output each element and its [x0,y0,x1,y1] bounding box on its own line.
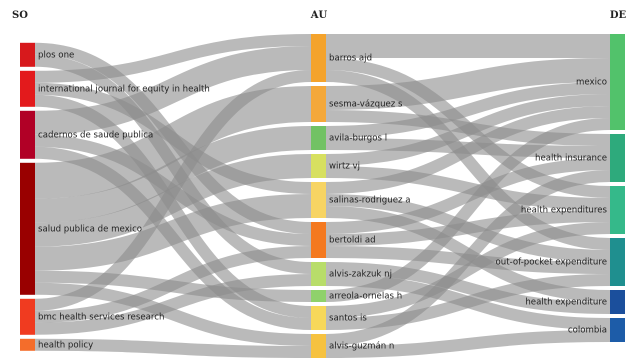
node-label-alvisz: alvis-zakzuk nj [329,270,392,280]
link-csp-to-barros [34,46,312,135]
node-label-sesma: sesma-vázquez s [329,100,403,110]
link-arreola-to-mexico [325,118,611,302]
link-ijeh-to-barros [34,34,312,83]
link-spm-to-avila [34,126,312,223]
node-label-bertoldi: bertoldi ad [329,236,376,246]
node-santos[interactable] [311,306,326,330]
node-mexico[interactable] [610,34,625,130]
link-spm-to-sesma [34,86,312,199]
node-label-santos: santos is [329,314,367,324]
node-sesma[interactable] [311,86,326,122]
node-label-avila: avila-burgos l [329,134,387,144]
link-avila-to-mexico [325,82,611,138]
node-colombia[interactable] [610,318,625,342]
node-label-barros: barros ajd [329,54,372,64]
node-hexp[interactable] [610,290,625,314]
node-label-colombia: colombia [568,326,607,336]
node-label-mexico: mexico [576,78,607,88]
link-santos-to-he [325,222,611,318]
node-label-wirtz: wirtz vj [329,162,360,172]
node-plos-one[interactable] [20,42,35,67]
links-layer [34,33,611,358]
node-label-hexp: health expenditure [525,298,607,308]
link-sesma-to-mexico [325,58,611,110]
node-label-csp: cadernos de saude publica [38,130,153,140]
link-hp-to-alvisg [34,338,312,358]
column-title-de: DE [610,10,627,21]
column-titles: SO AU DE [12,10,627,21]
node-label-alvisg: alvis-guzmán n [329,342,394,352]
node-label-ijeh: international journal for equity in heal… [38,84,210,94]
node-salinas[interactable] [311,182,326,218]
link-bertoldi-to-hi [325,158,611,234]
node-barros[interactable] [311,34,326,82]
node-ijeh[interactable] [20,70,35,107]
node-wirtz[interactable] [311,154,326,178]
node-label-salinas: salinas-rodriguez a [329,196,411,206]
node-spm[interactable] [20,162,35,295]
node-he[interactable] [610,186,625,234]
node-bmc[interactable] [20,298,35,335]
link-santos-to-oop [325,274,611,330]
node-label-oop: out-of-pocket expenditure [496,258,607,268]
column-title-au: AU [310,10,328,21]
node-oop[interactable] [610,238,625,286]
node-alvisz[interactable] [311,262,326,286]
node-avila[interactable] [311,126,326,150]
node-label-hi: health insurance [535,154,607,164]
node-bertoldi[interactable] [311,222,326,258]
node-label-arreola: arreola-ornelas h [329,292,402,302]
node-label-spm: salud publica de mexico [38,224,142,234]
node-label-plos-one: plos one [38,50,74,60]
link-alvisz-to-hexp [325,262,611,314]
link-wirtz-to-mexico [325,94,611,166]
link-wirtz-to-he [325,166,611,210]
node-label-hp: health policy [38,340,93,350]
node-hp[interactable] [20,338,35,351]
labels-layer: plos one international journal for equity… [38,50,608,351]
nodes-layer [20,34,625,358]
node-arreola[interactable] [311,290,326,302]
node-label-bmc: bmc health services research [38,312,164,322]
node-alvisg[interactable] [311,334,326,358]
link-bertoldi-to-he [325,210,611,246]
node-hi[interactable] [610,134,625,182]
node-label-he: health expenditures [521,206,608,216]
link-alvisg-to-hi [325,170,611,346]
column-title-so: SO [12,10,28,21]
node-csp[interactable] [20,110,35,159]
link-bmc-to-alvisz [34,274,312,335]
link-spm-to-salinas [34,194,312,271]
link-salinas-to-mexico [325,106,611,194]
link-alvisg-to-colombia [325,330,611,358]
link-bmc-to-barros [34,70,312,311]
link-bmc-to-bertoldi [34,246,312,323]
